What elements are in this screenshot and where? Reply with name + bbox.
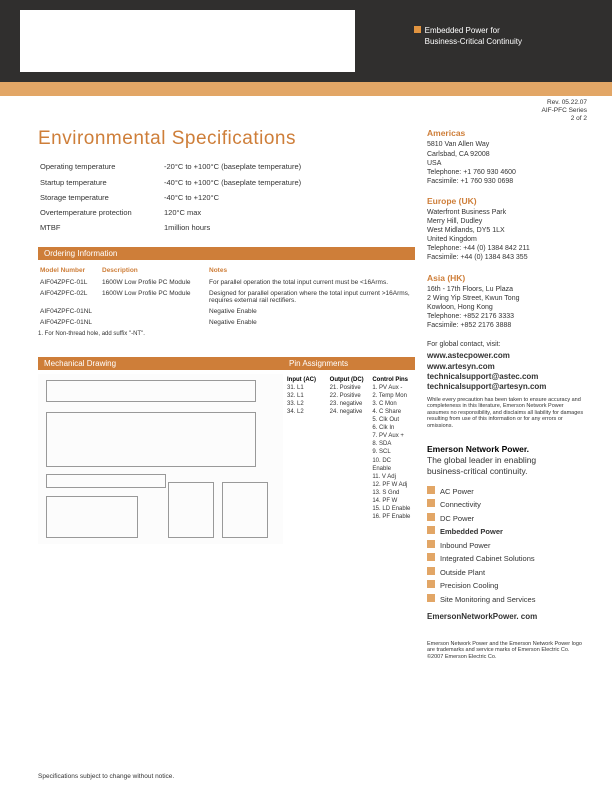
contact-links: www.astecpower.comwww.artesyn.comtechnic… — [427, 351, 587, 393]
cell: For parallel operation the total input c… — [209, 278, 413, 287]
spec-val: -40°C to +120°C — [164, 191, 301, 204]
mech-header: Mechanical Drawing — [38, 357, 283, 370]
spec-key: Operating temperature — [40, 160, 162, 173]
contact-lead: For global contact, visit: — [427, 340, 587, 349]
pin-col-2: 21. Positive22. Positive23. negative24. … — [330, 384, 369, 522]
addr-asia: Asia (HK) 16th - 17th Floors, Lu Plaza2 … — [427, 273, 587, 331]
addr-head: Americas — [427, 128, 587, 139]
cell: AIF04ZPFC-02L — [40, 289, 100, 305]
addr-europe: Europe (UK) Waterfront Business ParkMerr… — [427, 196, 587, 263]
ordering-table: Model Number Description Notes AIF04ZPFC… — [38, 264, 415, 329]
cell — [102, 307, 207, 316]
spec-table: Operating temperature-20°C to +100°C (ba… — [38, 158, 303, 236]
rev-date: Rev. 05.22.07 — [547, 99, 587, 106]
pin-table: Input (AC) Output (DC) Control Pins 31. … — [283, 374, 415, 524]
bottom-note: Specifications subject to change without… — [38, 773, 174, 780]
col-head: Notes — [209, 266, 413, 276]
site-url: EmersonNetworkPower. com — [427, 612, 587, 622]
page-title: Environmental Specifications — [38, 128, 415, 150]
cell: AIF04ZPFC-01NL — [40, 307, 100, 316]
cell: 1600W Low Profile PC Module — [102, 289, 207, 305]
tagline-1: Embedded Power for — [425, 26, 500, 35]
cell: AIF04ZPFC-01NL — [40, 318, 100, 327]
enp-heading: Emerson Network Power. The global leader… — [427, 444, 587, 477]
spec-val: 1million hours — [164, 221, 301, 234]
addr-head: Asia (HK) — [427, 273, 587, 284]
spec-key: MTBF — [40, 221, 162, 234]
spec-key: Overtemperature protection — [40, 206, 162, 219]
left-column: Environmental Specifications Operating t… — [38, 128, 427, 660]
spec-key: Startup temperature — [40, 176, 162, 189]
mechanical-drawing — [38, 374, 283, 544]
square-icon — [414, 26, 421, 33]
ordering-footnote: 1. For Non-thread hole, add suffix "-NT"… — [38, 331, 415, 337]
pin-head: Control Pins — [372, 377, 408, 383]
tagline: Embedded Power for Business-Critical Con… — [414, 25, 522, 47]
pin-col-3: 1. PV Aux -2. Temp Mon3. C Mon4. C Share… — [372, 384, 411, 522]
enp-l2: The global leader in enabling — [427, 455, 536, 465]
orange-bar — [0, 82, 612, 96]
pin-col-1: 31. L132. L133. L234. L2 — [287, 384, 326, 522]
ordering-header: Ordering Information — [38, 247, 415, 260]
spec-key: Storage temperature — [40, 191, 162, 204]
rev-series: AIF-PFC Series — [541, 107, 587, 114]
col-head: Model Number — [40, 266, 100, 276]
revision-block: Rev. 05.22.07 AIF-PFC Series 2 of 2 — [0, 96, 612, 122]
right-column: Americas 5810 Van Allen WayCarlsbad, CA … — [427, 128, 587, 660]
pins-header: Pin Assignments — [283, 357, 415, 370]
cell — [102, 318, 207, 327]
legal: Emerson Network Power and the Emerson Ne… — [427, 641, 587, 661]
top-banner: Embedded Power for Business-Critical Con… — [0, 0, 612, 82]
disclaimer: While every precaution has been taken to… — [427, 397, 587, 430]
cell: Negative Enable — [209, 318, 413, 327]
addr-americas: Americas 5810 Van Allen WayCarlsbad, CA … — [427, 128, 587, 186]
cell: Negative Enable — [209, 307, 413, 316]
cell: 1600W Low Profile PC Module — [102, 278, 207, 287]
rev-page: 2 of 2 — [571, 115, 587, 122]
pin-head: Input (AC) — [287, 377, 316, 383]
spec-val: -20°C to +100°C (baseplate temperature) — [164, 160, 301, 173]
spec-val: 120°C max — [164, 206, 301, 219]
banner-white-box — [20, 10, 355, 72]
cell: AIF04ZPFC-01L — [40, 278, 100, 287]
enp-l1: Emerson Network Power. — [427, 444, 529, 454]
services-list: AC PowerConnectivityDC PowerEmbedded Pow… — [427, 485, 587, 607]
spec-val: -40°C to +100°C (baseplate temperature) — [164, 176, 301, 189]
pin-head: Output (DC) — [330, 377, 364, 383]
col-head: Description — [102, 266, 207, 276]
cell: Designed for parallel operation where th… — [209, 289, 413, 305]
addr-head: Europe (UK) — [427, 196, 587, 207]
tagline-2: Business-Critical Continuity — [425, 37, 522, 46]
enp-l3: business-critical continuity. — [427, 466, 527, 476]
